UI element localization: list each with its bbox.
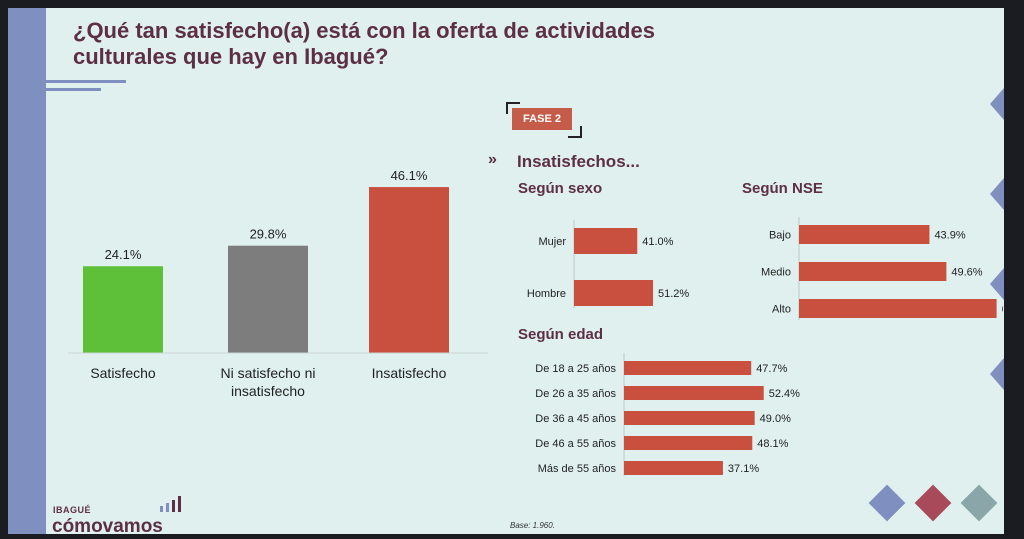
category-label: Hombre xyxy=(527,288,566,300)
bar-value-label: 43.9% xyxy=(934,230,965,242)
category-label: De 18 a 25 años xyxy=(535,363,616,375)
badge-bracket-icon xyxy=(506,102,520,114)
left-decor-band xyxy=(8,8,46,534)
badge-bracket-icon xyxy=(568,126,582,138)
section-title-sexo: Según sexo xyxy=(518,180,603,197)
title-underline xyxy=(46,80,126,83)
main-bars-group: 24.1% Satisfecho 29.8% Ni satisfecho ni insa… xyxy=(83,168,449,399)
bar xyxy=(799,225,930,244)
diamond-decor-icon xyxy=(868,484,906,522)
sexo-bar-chart: Mujer 41.0% Hombre 51.2% xyxy=(527,220,689,308)
bar xyxy=(624,411,755,425)
bar xyxy=(228,245,308,353)
bar-value-label: 41.0% xyxy=(642,236,673,248)
bar-value-label: 49.0% xyxy=(760,413,791,425)
nse-bar-chart: Bajo 43.9% Medio 49.6% Alto 66.5% xyxy=(761,217,1003,320)
double-chevron-icon: » xyxy=(488,151,497,168)
category-label: Ni satisfecho ni xyxy=(221,365,316,381)
bar-value-label: 29.8% xyxy=(250,227,287,242)
category-label: De 36 a 45 años xyxy=(535,413,616,425)
bar xyxy=(799,299,997,318)
bar xyxy=(624,361,752,375)
category-label: Más de 55 años xyxy=(538,463,617,475)
bar-value-label: 47.7% xyxy=(756,363,787,375)
bar-value-label: 37.1% xyxy=(728,463,759,475)
bar-value-label: 51.2% xyxy=(658,288,689,300)
category-label: Satisfecho xyxy=(90,365,156,381)
main-bar-chart: 24.1% Satisfecho 29.8% Ni satisfecho ni insa… xyxy=(68,168,488,399)
bar-value-label: 46.1% xyxy=(391,168,428,183)
logo-bars-icon xyxy=(160,496,181,512)
diamond-decor-icon xyxy=(960,484,998,522)
edge-chevron-icon xyxy=(990,88,1004,120)
phase-badge: FASE 2 xyxy=(512,108,572,130)
category-label: Bajo xyxy=(769,230,791,242)
category-label: Insatisfecho xyxy=(372,365,447,381)
bar-value-label: 24.1% xyxy=(105,247,142,262)
bar-value-label: 49.6% xyxy=(951,267,982,279)
diamond-decor-icon xyxy=(914,484,952,522)
slide: ¿Qué tan satisfecho(a) está con la ofert… xyxy=(8,8,1004,534)
bar xyxy=(369,187,449,353)
title-line-1: ¿Qué tan satisfecho(a) está con la ofert… xyxy=(73,18,655,43)
edge-chevron-icon xyxy=(990,268,1004,300)
logo-city: IBAGUÉ xyxy=(53,505,92,515)
insatisfechos-heading: Insatisfechos... xyxy=(517,152,640,171)
bar xyxy=(574,228,638,254)
edge-chevron-icon xyxy=(990,178,1004,210)
bar xyxy=(83,266,163,353)
category-label: Mujer xyxy=(538,236,566,248)
category-label: Alto xyxy=(772,304,791,316)
base-note: Base: 1.960. xyxy=(510,521,555,530)
bar-value-label: 66.5% xyxy=(1002,304,1003,316)
section-title-nse: Según NSE xyxy=(742,180,823,197)
bar xyxy=(799,262,947,281)
category-label: insatisfecho xyxy=(231,383,305,399)
bar-value-label: 48.1% xyxy=(757,438,788,450)
title-underline xyxy=(46,88,101,91)
bar-value-label: 52.4% xyxy=(769,388,800,400)
category-label: Medio xyxy=(761,267,791,279)
title-line-2: culturales que hay en Ibagué? xyxy=(73,44,389,69)
category-label: De 46 a 55 años xyxy=(535,438,616,450)
bar xyxy=(574,280,653,306)
bar xyxy=(624,436,753,450)
slide-title: ¿Qué tan satisfecho(a) está con la ofert… xyxy=(73,18,773,70)
edge-chevron-icon xyxy=(990,358,1004,390)
section-title-edad: Según edad xyxy=(518,326,604,343)
bar xyxy=(624,386,764,400)
logo-brand: cómovamos xyxy=(52,516,163,534)
bar xyxy=(624,461,723,475)
category-label: De 26 a 35 años xyxy=(535,388,616,400)
edad-bar-chart: De 18 a 25 años 47.7% De 26 a 35 años 52.4%… xyxy=(535,353,800,476)
